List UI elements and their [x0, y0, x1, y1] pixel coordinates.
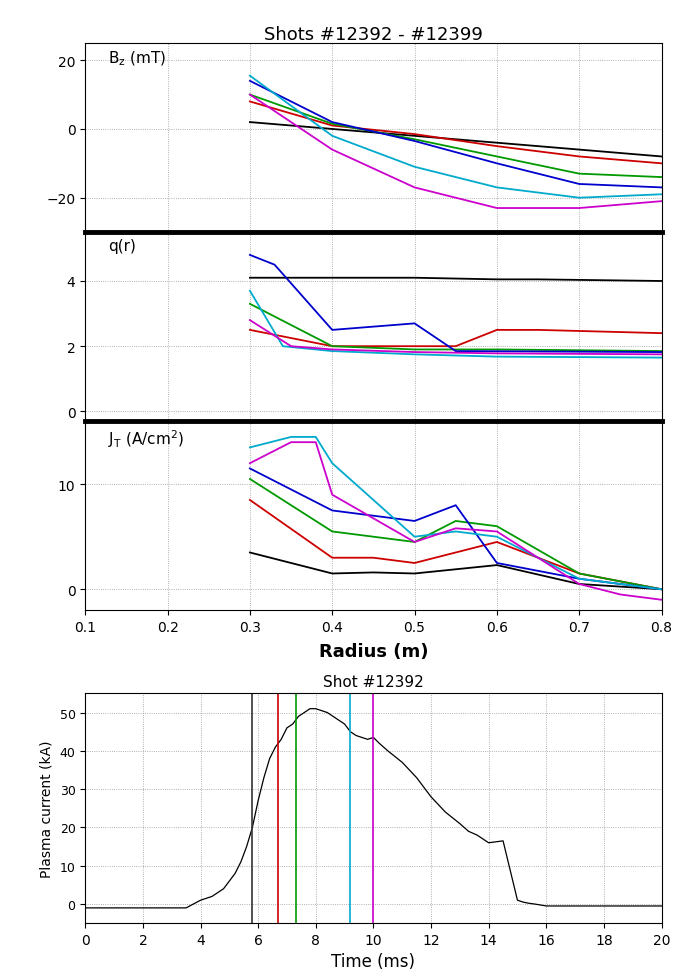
Text: $\mathregular{J_T}$ (A/cm$^2$): $\mathregular{J_T}$ (A/cm$^2$)	[108, 427, 184, 449]
Y-axis label: Plasma current (kA): Plasma current (kA)	[40, 740, 54, 877]
Title: Shot #12392: Shot #12392	[323, 675, 424, 690]
X-axis label: Time (ms): Time (ms)	[331, 953, 415, 970]
Text: q(r): q(r)	[108, 238, 136, 253]
Text: Shots #12392 - #12399: Shots #12392 - #12399	[265, 26, 483, 44]
Text: $\mathregular{B_z}$ (mT): $\mathregular{B_z}$ (mT)	[108, 50, 166, 68]
X-axis label: Radius (m): Radius (m)	[318, 643, 428, 660]
